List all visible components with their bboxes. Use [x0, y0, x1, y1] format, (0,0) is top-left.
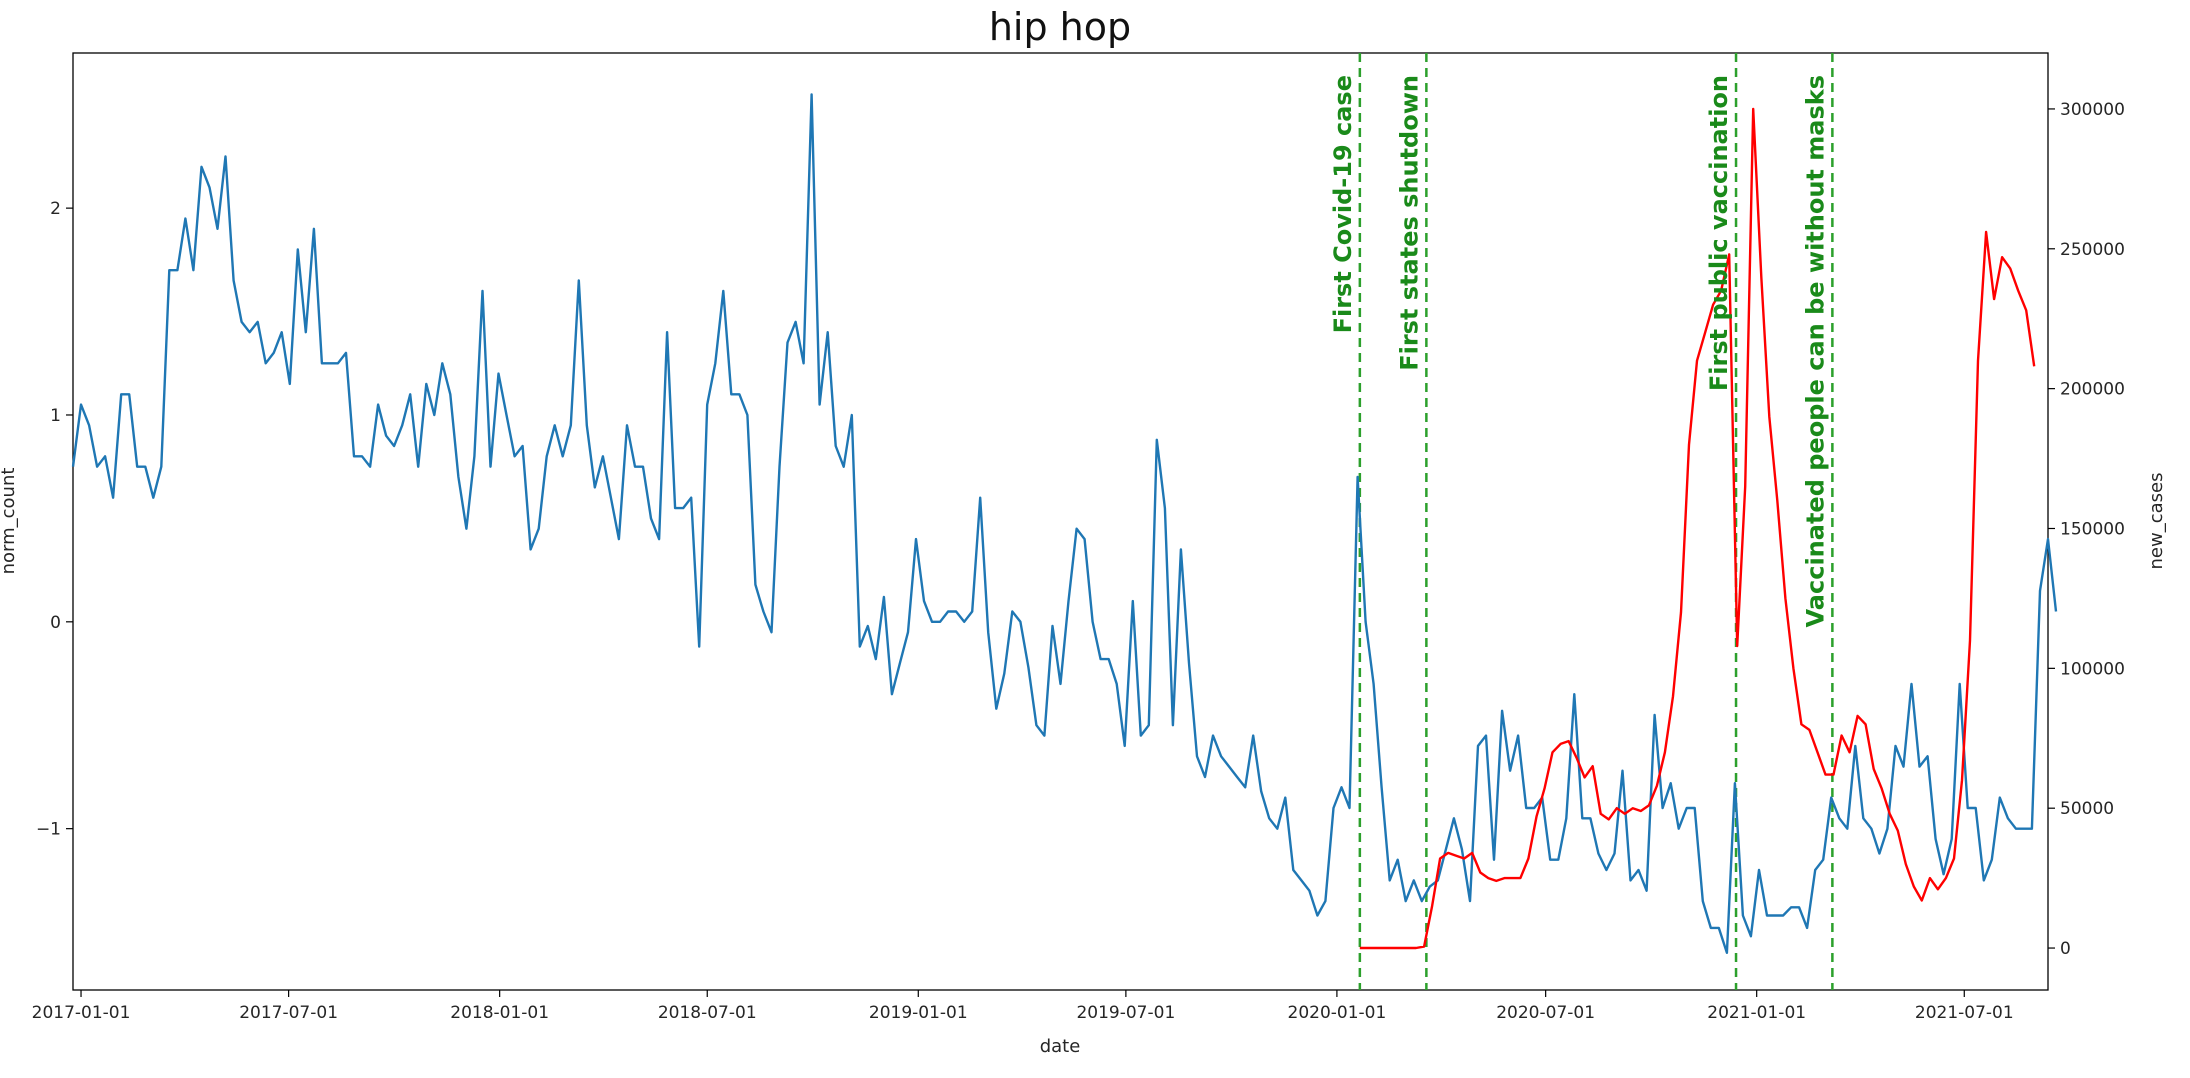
- x-tick-label-5: 2019-07-01: [1076, 1003, 1175, 1023]
- y2-tick-label-0: 0: [2060, 939, 2071, 959]
- y-axis-left: −1 0 1 2: [36, 199, 73, 840]
- x-axis-label: date: [1040, 1036, 1081, 1057]
- x-tick-label-4: 2019-01-01: [869, 1003, 968, 1023]
- x-tick-label-9: 2021-07-01: [1915, 1003, 2014, 1023]
- event-label-4: Vaccinated people can be without masks: [1801, 75, 1829, 627]
- event-label-1: First Covid-19 case: [1329, 75, 1357, 333]
- event-labels: First Covid-19 case First states shutdown…: [1329, 75, 1830, 627]
- y2-tick-label-1: 50000: [2060, 799, 2114, 819]
- y-axis-label: norm_count: [0, 468, 19, 575]
- series-line-new_cases: [1359, 107, 2036, 950]
- x-tick-label-8: 2021-01-01: [1707, 1003, 1806, 1023]
- y2-tick-label-3: 150000: [2060, 519, 2125, 539]
- chart-title: hip hop: [989, 5, 1131, 49]
- x-axis: 2017-01-01 2017-07-01 2018-01-01 2018-07-01…: [32, 990, 2014, 1023]
- y2-axis-label: new_cases: [2146, 473, 2167, 570]
- x-tick-label-7: 2020-07-01: [1496, 1003, 1595, 1023]
- event-label-2: First states shutdown: [1395, 75, 1423, 371]
- series-lines: [71, 93, 2058, 954]
- y-tick-label-0: −1: [36, 820, 61, 840]
- plot-frame: [72, 52, 2049, 991]
- y2-tick-label-2: 100000: [2060, 659, 2125, 679]
- event-markers: [1358, 53, 1834, 990]
- y-tick-label-3: 2: [50, 199, 61, 219]
- series-line-norm_count: [71, 93, 2058, 954]
- x-tick-label-1: 2017-07-01: [239, 1003, 338, 1023]
- x-tick-label-2: 2018-01-01: [450, 1003, 549, 1023]
- y-axis-right: 0 50000 100000 150000 200000 250000 300000: [2048, 100, 2125, 959]
- y2-tick-label-5: 250000: [2060, 240, 2125, 260]
- y2-tick-label-4: 200000: [2060, 380, 2125, 400]
- y-tick-label-1: 0: [50, 613, 61, 633]
- y2-tick-label-6: 300000: [2060, 100, 2125, 120]
- y-tick-label-2: 1: [50, 406, 61, 426]
- x-tick-label-3: 2018-07-01: [658, 1003, 757, 1023]
- event-label-3: First public vaccination: [1705, 75, 1733, 391]
- x-tick-label-6: 2020-01-01: [1288, 1003, 1387, 1023]
- x-tick-label-0: 2017-01-01: [32, 1003, 131, 1023]
